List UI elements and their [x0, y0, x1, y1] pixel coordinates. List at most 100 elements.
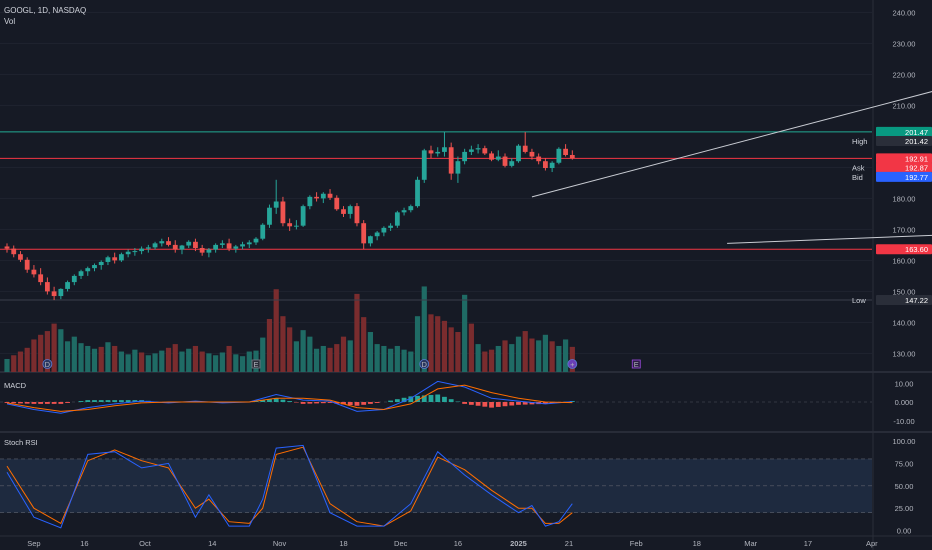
price-tag-value: 192.87 [905, 164, 928, 173]
volume-bar [118, 351, 125, 372]
macd-histogram-bar [509, 402, 515, 406]
time-axis[interactable]: Sep 16 Oct 14 Nov 18 Dec 16 2025 21 Feb 18 Mar 17 Apr [27, 539, 878, 548]
time-tick-label: Mar [744, 539, 757, 548]
macd-histogram-bar [132, 400, 138, 402]
candle-body [468, 149, 474, 152]
price-tick-label: 180.00 [893, 194, 916, 203]
volume-bar [105, 342, 111, 372]
candle-body [347, 206, 353, 214]
volume-bar [562, 339, 569, 372]
price-tag-value: 201.42 [905, 137, 928, 146]
price-tag-bg [876, 162, 932, 173]
volume-bar [529, 338, 535, 372]
candle-body [489, 153, 494, 160]
macd-histogram-bar [442, 396, 447, 402]
volume-bar [455, 332, 461, 372]
volume-bar [4, 358, 10, 372]
macd-histogram-bar [522, 402, 528, 405]
price-tick-label: 210.00 [893, 101, 916, 110]
macd-histogram-bar [462, 402, 468, 404]
macd-histogram-bar [267, 399, 272, 402]
price-tick-label: 160.00 [893, 256, 916, 265]
time-tick-label: 14 [208, 539, 216, 548]
macd-histogram-bar [85, 400, 91, 402]
macd-histogram-bar [31, 402, 37, 404]
event-markers[interactable]: D E D + E [42, 359, 641, 370]
candle-body [85, 268, 91, 272]
price-tag-bg [876, 295, 932, 306]
volume-bar [233, 354, 239, 372]
candle-body [31, 269, 37, 275]
price-tag-value: 201.47 [905, 128, 928, 137]
macd-histogram-bar [354, 402, 360, 406]
volume-bar [381, 345, 387, 372]
candle-body [105, 257, 111, 262]
volume-bar [199, 351, 205, 372]
candle-body [435, 151, 441, 154]
candle-body [563, 148, 568, 155]
candle-body [482, 148, 488, 154]
macd-histogram-bar [92, 400, 97, 402]
volume-bar [502, 340, 508, 372]
volume-bar [509, 344, 515, 372]
volume-bar [17, 351, 24, 372]
event-marker [42, 359, 53, 369]
volume-bar [421, 286, 427, 372]
macd-histogram-bar [495, 402, 501, 407]
time-tick-label: 16 [454, 539, 462, 548]
candle-body [199, 248, 205, 253]
volume-bar [448, 327, 454, 372]
macd-histogram-bar [374, 402, 380, 403]
macd-histogram-bar [347, 402, 353, 406]
volume-bar [435, 316, 441, 372]
candle-body [421, 150, 427, 180]
volume-bar [441, 320, 448, 372]
macd-histogram-bar [65, 402, 70, 403]
macd-histogram-bar [334, 402, 340, 404]
volume-bar [266, 318, 273, 372]
candle-body [415, 179, 420, 207]
candle-body [159, 241, 165, 244]
macd-histogram-bar [502, 402, 508, 407]
macd-line [6, 380, 573, 414]
price-tag-bg [876, 126, 932, 137]
macd-histogram-bar [24, 402, 30, 404]
candle-body [428, 150, 434, 154]
volume-bar [91, 348, 98, 372]
candle-body [152, 243, 158, 248]
macd-histogram-bar [18, 402, 23, 404]
volume-label: Vol [4, 17, 16, 26]
candle-body [381, 227, 387, 233]
macd-histogram-bar [368, 402, 373, 404]
candle-body [388, 225, 394, 228]
price-tag-bg [876, 244, 932, 255]
candle-body [139, 248, 144, 252]
candle-body [334, 197, 340, 210]
trendlines[interactable] [531, 48, 932, 244]
candlesticks [4, 131, 575, 301]
macd-histogram-bar [78, 401, 84, 402]
macd-histogram-bar [482, 402, 488, 407]
macd-histogram-bar [300, 402, 306, 404]
price-tag-name: High [852, 137, 867, 146]
price-axis[interactable]: 240.00230.00220.00210.00190.00180.00170.… [893, 8, 916, 535]
candle-body [193, 241, 198, 248]
volume-bar [428, 314, 434, 372]
candle-body [24, 259, 30, 270]
stoch-tick-label: 25.00 [895, 504, 914, 513]
macd-histogram-bar [112, 400, 118, 402]
stoch-d-line [6, 446, 573, 527]
volume-bar [293, 341, 299, 372]
macd-histogram-bar [401, 397, 407, 402]
candle-body [462, 151, 468, 162]
stoch-tick-label: 100.00 [893, 437, 916, 446]
macd-histogram-bar [4, 402, 10, 403]
volume-bar [213, 355, 219, 372]
macd-histogram-bar [260, 400, 266, 402]
volume-bar [340, 336, 347, 372]
price-tag-value: 192.91 [905, 154, 928, 163]
macd-panel [0, 380, 872, 414]
event-marker-label: D [422, 360, 428, 369]
candle-body [18, 254, 23, 260]
